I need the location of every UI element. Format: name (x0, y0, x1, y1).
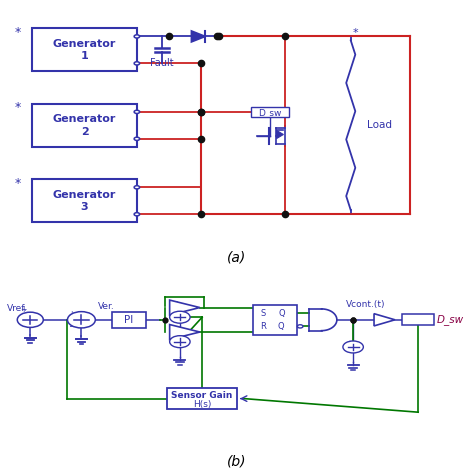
Text: +: + (68, 310, 74, 319)
Circle shape (134, 186, 140, 189)
Text: *: * (15, 101, 21, 114)
Text: Vref.: Vref. (7, 304, 28, 313)
Circle shape (170, 336, 190, 347)
Text: *: * (353, 28, 358, 38)
Bar (32, 104, 137, 147)
Text: Load: Load (367, 120, 392, 130)
Circle shape (343, 341, 364, 353)
Text: +: + (173, 325, 180, 334)
Circle shape (134, 110, 140, 113)
Text: D_sw: D_sw (258, 108, 282, 117)
Text: (a): (a) (228, 250, 246, 264)
Text: −: − (181, 317, 187, 326)
Polygon shape (277, 130, 283, 138)
Text: (b): (b) (227, 454, 247, 468)
Bar (167, 388, 237, 410)
Text: +: + (173, 335, 179, 341)
Polygon shape (170, 325, 200, 339)
Bar (111, 311, 146, 328)
Text: −: − (68, 321, 76, 330)
Text: Fault: Fault (150, 58, 174, 68)
Circle shape (134, 62, 140, 65)
Text: +: + (173, 310, 179, 316)
Text: Sensor Gain: Sensor Gain (172, 392, 233, 401)
Polygon shape (191, 31, 205, 42)
Text: Q̄: Q̄ (277, 322, 284, 331)
Text: +: + (20, 305, 27, 314)
Text: PI: PI (124, 315, 134, 325)
Text: H(s): H(s) (193, 400, 211, 409)
Text: +: + (173, 301, 180, 310)
Polygon shape (170, 300, 200, 315)
Text: S: S (260, 309, 265, 318)
Bar (32, 179, 137, 222)
Bar (32, 28, 137, 72)
Text: Generator
2: Generator 2 (53, 114, 116, 137)
Text: Generator
3: Generator 3 (53, 190, 116, 212)
Bar (402, 314, 434, 325)
Circle shape (67, 311, 95, 328)
Circle shape (134, 137, 140, 140)
Bar (253, 305, 297, 335)
Circle shape (134, 35, 140, 38)
Text: −: − (354, 347, 360, 356)
Circle shape (170, 311, 190, 323)
Circle shape (134, 213, 140, 216)
Text: Generator
1: Generator 1 (53, 39, 116, 61)
Text: −: − (181, 342, 187, 351)
Polygon shape (374, 314, 395, 326)
Circle shape (297, 325, 303, 328)
Text: Q: Q (279, 309, 285, 318)
Text: Ver.: Ver. (98, 302, 114, 311)
Text: R: R (260, 322, 266, 331)
Text: +: + (346, 340, 352, 346)
Text: D_sw: D_sw (437, 314, 464, 325)
Text: *: * (15, 177, 21, 190)
Circle shape (17, 312, 43, 328)
Text: *: * (15, 26, 21, 39)
Text: Vcont.(t): Vcont.(t) (346, 301, 386, 310)
Bar (251, 107, 289, 117)
